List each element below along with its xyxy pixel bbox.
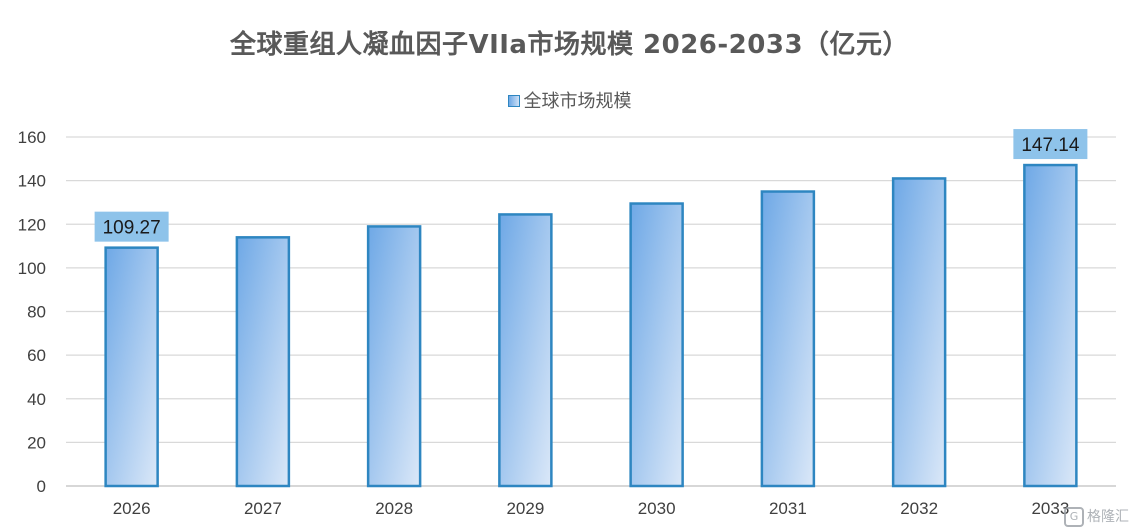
data-label-box xyxy=(94,211,169,242)
y-tick-label: 0 xyxy=(37,477,46,496)
bar xyxy=(891,177,947,488)
y-tick-label: 40 xyxy=(27,390,46,409)
x-tick-label: 2033 xyxy=(1031,499,1069,518)
legend: 全球市场规模 xyxy=(0,87,1139,113)
bar xyxy=(498,213,553,488)
bar xyxy=(760,190,816,488)
y-tick-label: 120 xyxy=(18,215,46,234)
watermark-logo-icon: G xyxy=(1064,507,1084,527)
bar xyxy=(235,236,291,488)
x-tick-label: 2028 xyxy=(375,499,413,518)
y-tick-label: 20 xyxy=(27,433,46,452)
data-label: 109.27 xyxy=(103,218,161,239)
x-tick-label: 2031 xyxy=(769,499,807,518)
y-tick-label: 140 xyxy=(18,172,46,191)
x-tick-label: 2029 xyxy=(506,499,544,518)
bar xyxy=(1023,163,1078,488)
watermark: G 格隆汇 xyxy=(1064,506,1129,527)
x-tick-label: 2027 xyxy=(244,499,282,518)
bar xyxy=(104,246,159,488)
chart-title: 全球重组人凝血因子VIIa市场规模 2026-2033（亿元） xyxy=(229,30,910,60)
data-label-box xyxy=(1013,129,1088,160)
bar xyxy=(629,202,684,488)
legend-swatch xyxy=(507,94,520,107)
x-tick-label: 2030 xyxy=(638,499,676,518)
y-tick-label: 160 xyxy=(18,128,46,147)
x-tick-label: 2026 xyxy=(113,499,151,518)
y-tick-label: 60 xyxy=(27,346,46,365)
data-label: 147.14 xyxy=(1021,135,1080,156)
y-tick-label: 100 xyxy=(18,259,46,278)
legend-label: 全球市场规模 xyxy=(523,91,632,112)
bar xyxy=(366,225,422,488)
y-tick-label: 80 xyxy=(27,303,46,322)
x-tick-label: 2032 xyxy=(900,499,938,518)
